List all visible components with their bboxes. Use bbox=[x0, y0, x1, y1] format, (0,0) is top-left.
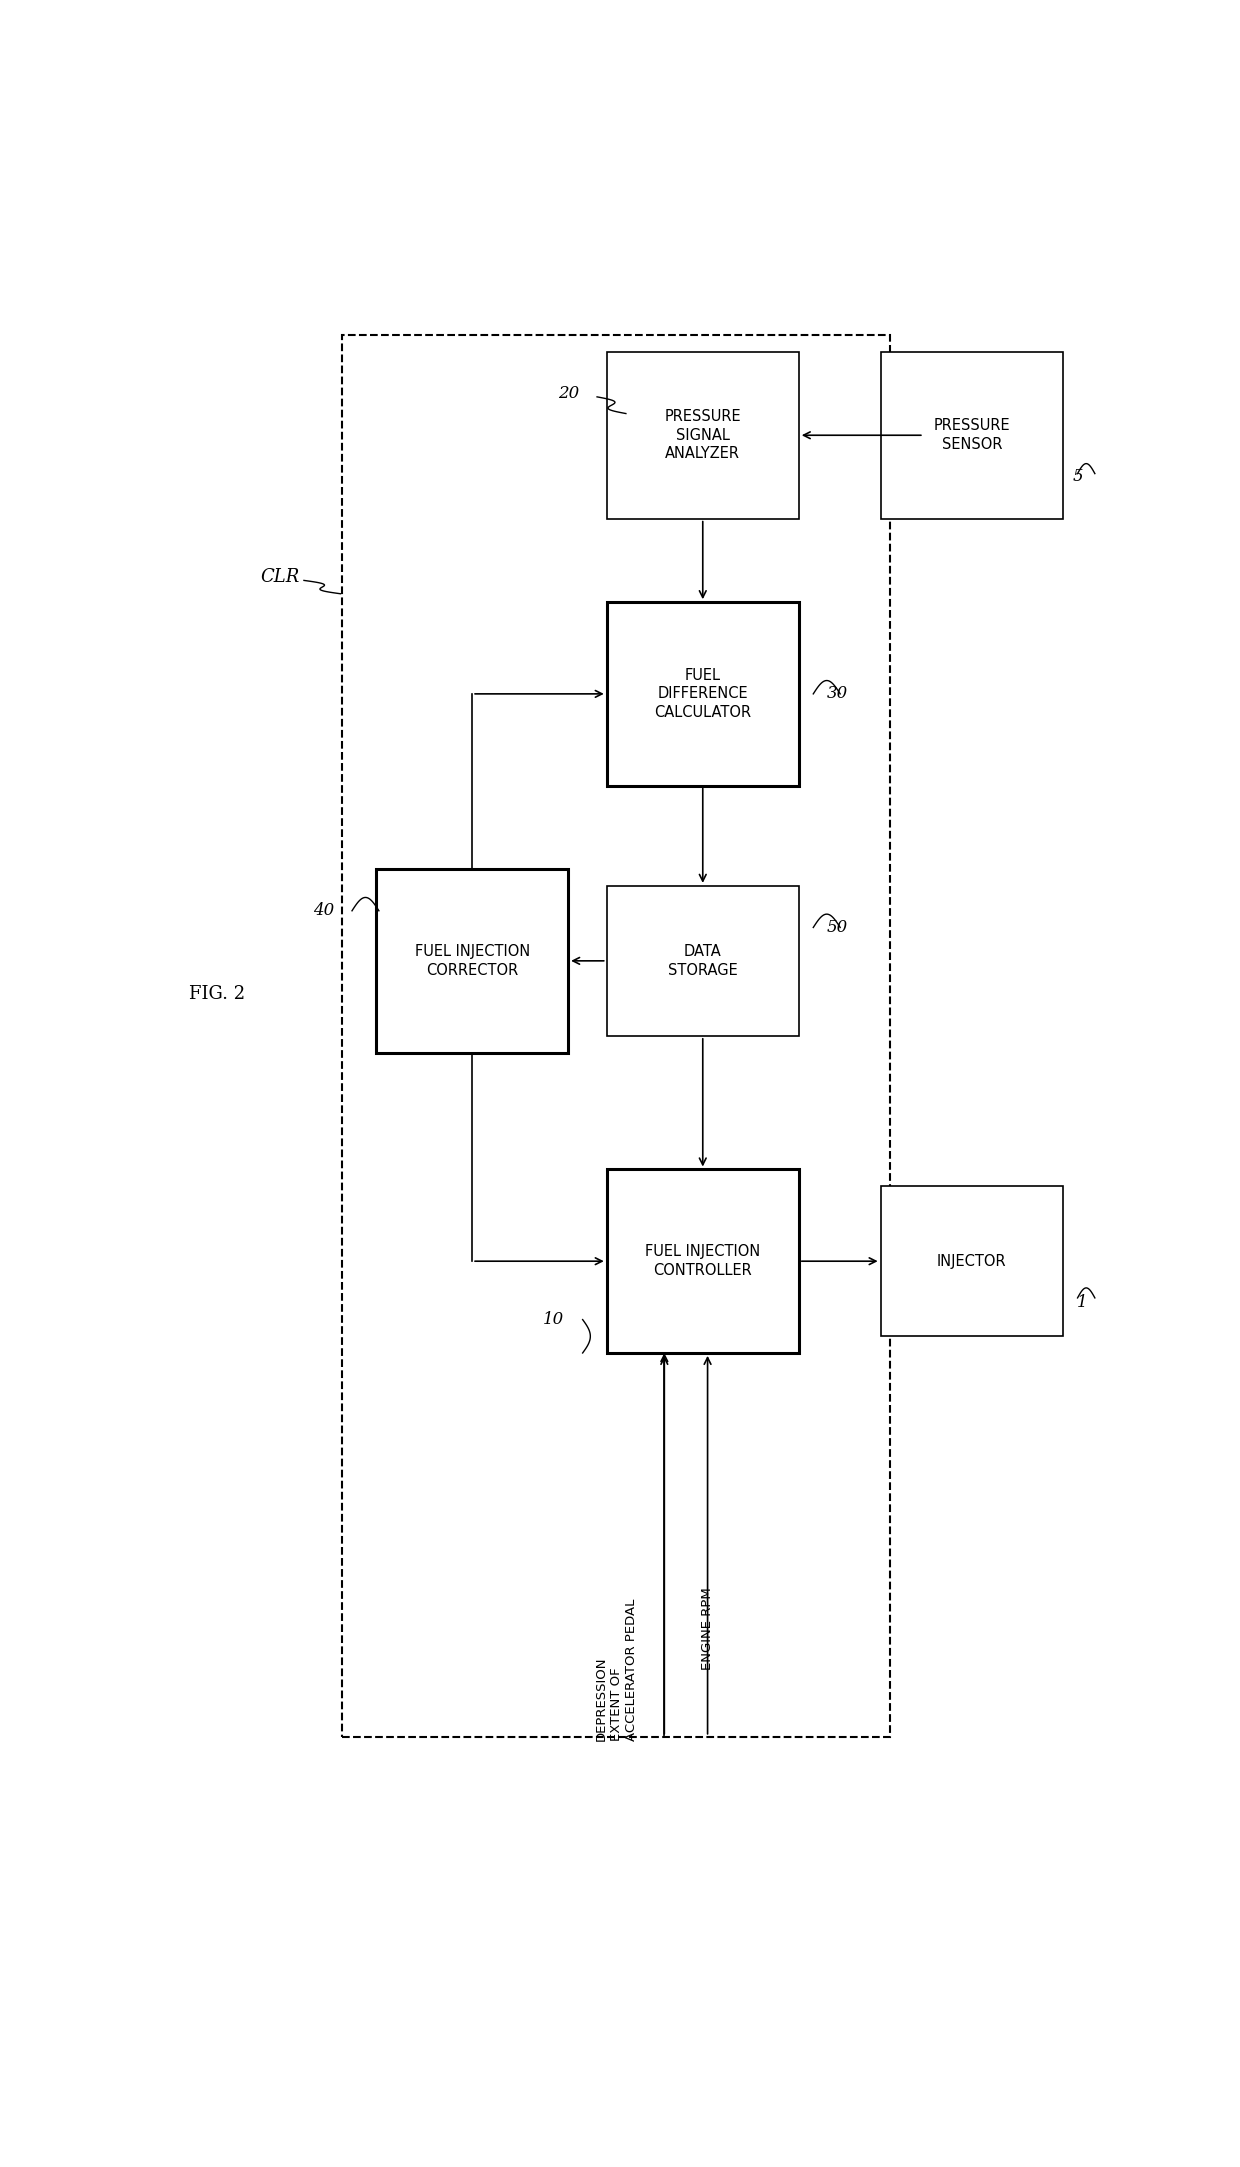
Bar bbox=[880, 351, 1063, 518]
Text: CLR: CLR bbox=[260, 568, 300, 585]
Text: 40: 40 bbox=[312, 901, 334, 919]
Text: PRESSURE
SENSOR: PRESSURE SENSOR bbox=[934, 418, 1011, 453]
Bar bbox=[376, 869, 568, 1053]
Text: 20: 20 bbox=[558, 386, 579, 403]
Text: 5: 5 bbox=[1073, 468, 1083, 485]
Bar bbox=[880, 1185, 1063, 1337]
Text: 10: 10 bbox=[543, 1311, 564, 1328]
Text: INJECTOR: INJECTOR bbox=[937, 1255, 1007, 1268]
Text: 1: 1 bbox=[1078, 1294, 1087, 1311]
Bar bbox=[606, 602, 799, 787]
Bar bbox=[606, 1170, 799, 1352]
Bar bbox=[342, 336, 890, 1736]
Text: DEPRESSION
EXTENT OF
ACCELERATOR PEDAL: DEPRESSION EXTENT OF ACCELERATOR PEDAL bbox=[595, 1599, 637, 1742]
Text: PRESSURE
SIGNAL
ANALYZER: PRESSURE SIGNAL ANALYZER bbox=[665, 410, 742, 462]
Text: FUEL INJECTION
CORRECTOR: FUEL INJECTION CORRECTOR bbox=[414, 945, 529, 977]
Text: 50: 50 bbox=[827, 919, 848, 936]
Bar bbox=[606, 351, 799, 518]
Text: ENGINE RPM: ENGINE RPM bbox=[701, 1586, 714, 1669]
Text: FUEL
DIFFERENCE
CALCULATOR: FUEL DIFFERENCE CALCULATOR bbox=[655, 667, 751, 719]
Text: 30: 30 bbox=[827, 685, 848, 702]
Text: FIG. 2: FIG. 2 bbox=[190, 986, 246, 1003]
Text: DATA
STORAGE: DATA STORAGE bbox=[668, 945, 738, 977]
Bar bbox=[606, 886, 799, 1036]
Text: FUEL INJECTION
CONTROLLER: FUEL INJECTION CONTROLLER bbox=[645, 1244, 760, 1279]
